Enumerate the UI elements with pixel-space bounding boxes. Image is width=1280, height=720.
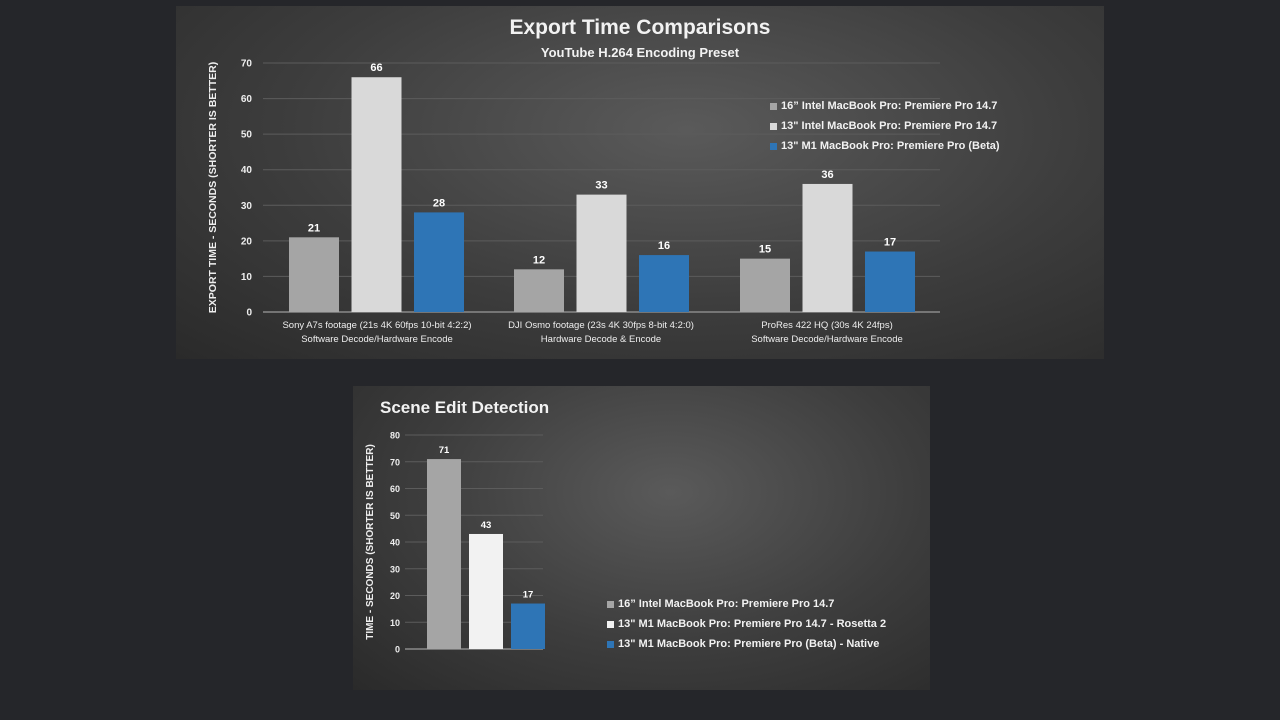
data-label: 17 [523, 590, 534, 601]
legend-swatch [770, 122, 777, 130]
legend-label: 13" M1 MacBook Pro: Premiere Pro 14.7 - … [618, 618, 887, 630]
data-label: 16 [658, 240, 670, 252]
legend-swatch [770, 142, 777, 150]
data-label: 17 [884, 237, 896, 249]
bar [865, 251, 915, 312]
x-category-label: ProRes 422 HQ (30s 4K 24fps) Software Dec… [697, 319, 957, 347]
category-line-2: Hardware Decode & Encode [540, 334, 662, 345]
chart-title: Scene Edit Detection [380, 398, 550, 417]
legend-item: 16” Intel MacBook Pro: Premiere Pro 14.7 [770, 96, 1000, 116]
legend-swatch [607, 620, 614, 628]
legend-label: 13" M1 MacBook Pro: Premiere Pro (Beta) … [618, 638, 880, 650]
export-time-plot: 0 10 20 30 40 50 60 70 EXPORT TIME - SECONDS (SH… [207, 59, 940, 319]
y-axis-label: TIME - SECONDS (SHORTER IS BETTER) [365, 444, 376, 640]
category-line-2: Software Decode/Hardware Encode [751, 334, 903, 345]
y-tick-label: 10 [241, 272, 253, 283]
data-label: 21 [308, 222, 320, 234]
bar [740, 258, 790, 312]
data-label: 33 [595, 180, 607, 192]
data-label: 43 [481, 520, 492, 531]
bar [427, 459, 461, 649]
legend-item: 13" M1 MacBook Pro: Premiere Pro (Beta) [770, 136, 1000, 156]
y-tick-label: 70 [390, 457, 400, 467]
scene-edit-plot: 0 10 20 30 40 50 60 70 80 TIME - SECONDS (SHORTER… [365, 431, 545, 655]
category-line-1: Sony A7s footage (21s 4K 60fps 10-bit 4:… [282, 320, 472, 331]
x-category-label: DJI Osmo footage (23s 4K 30fps 8-bit 4:2… [471, 319, 731, 347]
category-line-2: Software Decode/Hardware Encode [301, 334, 453, 345]
bar [802, 183, 853, 312]
y-tick-label: 40 [390, 538, 400, 548]
legend-item: 13" M1 MacBook Pro: Premiere Pro (Beta) … [607, 634, 886, 654]
bar [414, 212, 464, 312]
chart-title: Export Time Comparisons [509, 16, 771, 39]
export-time-chart: 0 10 20 30 40 50 60 70 EXPORT TIME - SECONDS (SH… [176, 6, 1104, 359]
legend-label: 13" M1 MacBook Pro: Premiere Pro (Beta) [781, 140, 1000, 152]
bar [351, 77, 402, 312]
data-label: 36 [821, 169, 833, 181]
legend-label: 16” Intel MacBook Pro: Premiere Pro 14.7 [781, 100, 998, 112]
y-tick-label: 30 [241, 201, 253, 212]
bar [289, 237, 339, 312]
bar [514, 269, 564, 312]
legend: 16” Intel MacBook Pro: Premiere Pro 14.7… [770, 96, 1000, 156]
bar [469, 533, 503, 649]
data-label: 71 [439, 445, 450, 456]
category-line-1: DJI Osmo footage (23s 4K 30fps 8-bit 4:2… [508, 320, 694, 331]
data-label: 66 [370, 62, 382, 74]
bar [576, 194, 627, 312]
scene-edit-chart: 0 10 20 30 40 50 60 70 80 TIME - SECONDS (SHORTER… [353, 386, 930, 690]
bar [639, 255, 689, 312]
y-tick-label: 60 [241, 94, 253, 105]
y-tick-label: 0 [395, 645, 400, 655]
legend-swatch [607, 600, 614, 608]
bar [511, 603, 545, 649]
legend-swatch [770, 102, 777, 110]
legend-label: 16” Intel MacBook Pro: Premiere Pro 14.7 [618, 598, 835, 610]
data-label: 12 [533, 254, 545, 266]
y-tick-label: 30 [390, 564, 400, 574]
legend-item: 13" M1 MacBook Pro: Premiere Pro 14.7 - … [607, 614, 886, 634]
legend-swatch [607, 640, 614, 648]
y-tick-label: 20 [390, 591, 400, 601]
y-tick-label: 50 [390, 511, 400, 521]
legend-label: 13" Intel MacBook Pro: Premiere Pro 14.7 [781, 120, 998, 132]
y-tick-label: 10 [390, 618, 400, 628]
data-label: 28 [433, 197, 445, 209]
y-tick-label: 50 [241, 130, 253, 141]
y-axis-label: EXPORT TIME - SECONDS (SHORTER IS BETTER… [207, 62, 219, 313]
y-tick-label: 40 [241, 165, 253, 176]
chart-subtitle: YouTube H.264 Encoding Preset [540, 45, 740, 60]
y-tick-label: 80 [390, 431, 400, 441]
category-line-1: ProRes 422 HQ (30s 4K 24fps) [761, 320, 893, 331]
y-tick-label: 70 [241, 59, 253, 70]
y-tick-label: 0 [246, 308, 252, 319]
legend-item: 16” Intel MacBook Pro: Premiere Pro 14.7 [607, 594, 886, 614]
data-label: 15 [759, 244, 771, 256]
x-category-label: Sony A7s footage (21s 4K 60fps 10-bit 4:… [247, 319, 507, 347]
y-tick-label: 60 [390, 484, 400, 494]
legend-item: 13" Intel MacBook Pro: Premiere Pro 14.7 [770, 116, 1000, 136]
y-tick-label: 20 [241, 236, 253, 247]
legend: 16” Intel MacBook Pro: Premiere Pro 14.7… [607, 594, 886, 654]
